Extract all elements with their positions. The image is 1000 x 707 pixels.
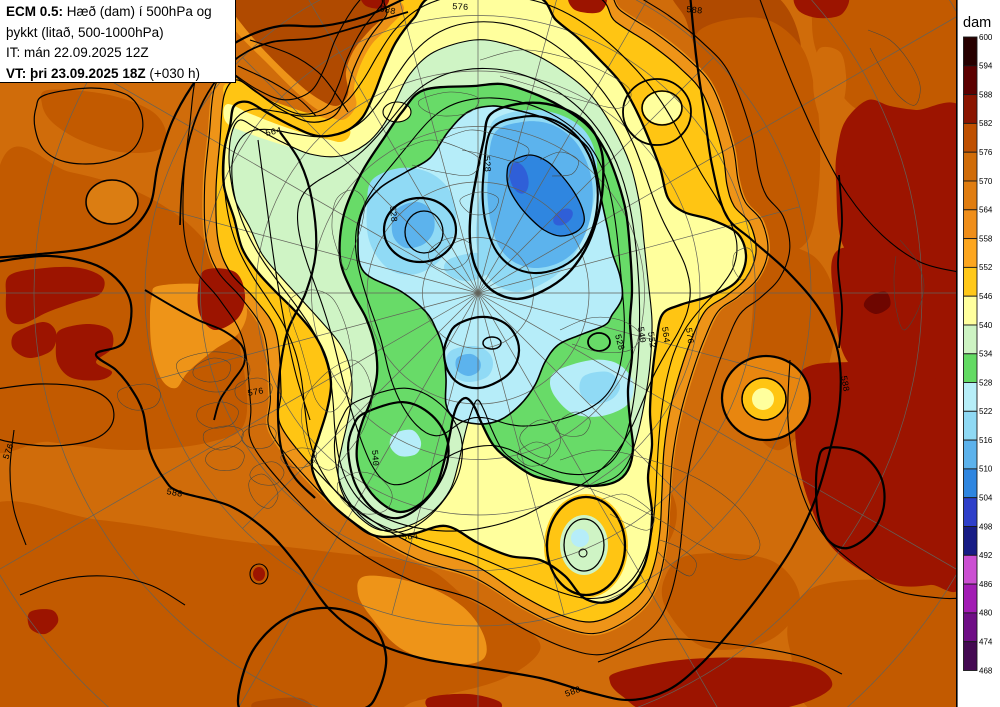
svg-text:576: 576 [452,2,469,13]
svg-text:588: 588 [165,487,183,500]
svg-text:540: 540 [369,450,380,467]
svg-text:552: 552 [979,263,993,272]
svg-text:576: 576 [247,386,265,399]
svg-text:486: 486 [979,580,993,589]
svg-text:504: 504 [979,494,993,503]
svg-text:528: 528 [612,333,626,351]
svg-text:468: 468 [979,666,993,675]
svg-text:588: 588 [979,90,993,99]
svg-text:564: 564 [659,326,671,343]
svg-text:558: 558 [979,234,993,243]
svg-text:510: 510 [979,465,993,474]
svg-text:582: 582 [979,119,993,128]
svg-text:564: 564 [401,532,418,543]
svg-text:552: 552 [645,331,657,348]
svg-text:594: 594 [979,62,993,71]
svg-text:540: 540 [635,326,647,343]
svg-text:546: 546 [979,292,993,301]
svg-text:540: 540 [979,321,993,330]
svg-text:564: 564 [265,126,283,139]
svg-text:576: 576 [979,148,993,157]
svg-text:528: 528 [387,205,398,222]
svg-text:600: 600 [979,33,993,42]
svg-text:492: 492 [979,551,993,560]
svg-text:480: 480 [979,609,993,618]
svg-text:522: 522 [979,407,993,416]
svg-text:474: 474 [979,638,993,647]
svg-text:534: 534 [979,350,993,359]
svg-text:528: 528 [979,378,993,387]
svg-text:498: 498 [979,522,993,531]
svg-text:588: 588 [378,4,396,17]
svg-text:528: 528 [481,156,492,173]
svg-text:dam: dam [963,15,991,31]
svg-text:570: 570 [979,177,993,186]
svg-text:588: 588 [838,375,851,393]
svg-text:516: 516 [979,436,993,445]
svg-text:588: 588 [686,5,703,16]
svg-text:564: 564 [979,206,993,215]
svg-text:576: 576 [683,327,695,344]
